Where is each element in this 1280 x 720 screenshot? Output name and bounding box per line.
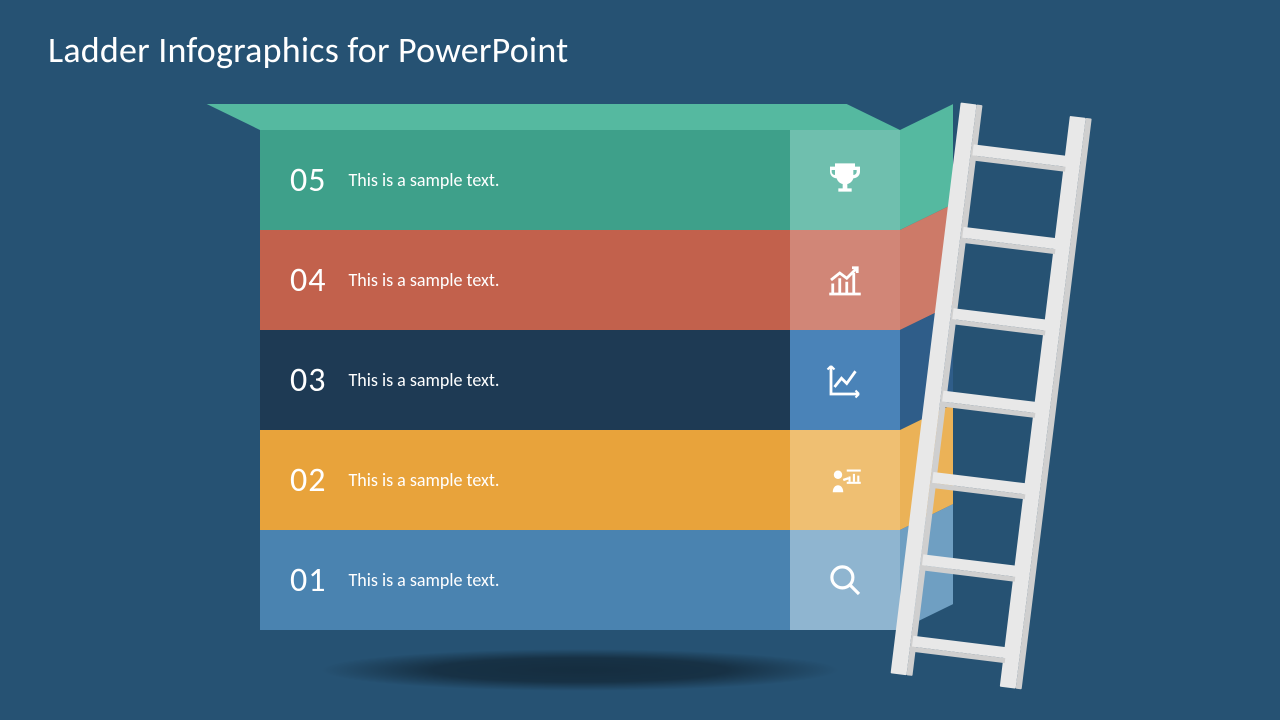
layer-05-iconface xyxy=(790,130,900,230)
layer-04-text: This is a sample text. xyxy=(348,269,499,291)
layer-04-number: 04 xyxy=(290,260,326,301)
layer-03-text: This is a sample text. xyxy=(348,369,499,391)
layer-04-front: 04 This is a sample text. xyxy=(260,230,790,330)
layer-03-number: 03 xyxy=(290,360,326,401)
layer-05-front: 05 This is a sample text. xyxy=(260,130,790,230)
block-stack: 05 This is a sample text. 04 This is a s… xyxy=(260,130,900,630)
layer-02-text: This is a sample text. xyxy=(348,469,499,491)
infographic-stage: 05 This is a sample text. 04 This is a s… xyxy=(0,0,1280,720)
layer-02-iconface xyxy=(790,430,900,530)
layer-01: 01 This is a sample text. xyxy=(260,530,900,630)
layer-03-front: 03 This is a sample text. xyxy=(260,330,790,430)
layer-05: 05 This is a sample text. xyxy=(260,130,900,230)
layer-02: 02 This is a sample text. xyxy=(260,430,900,530)
layer-04-iconface xyxy=(790,230,900,330)
magnifier-icon xyxy=(824,559,866,601)
layer-05-number: 05 xyxy=(290,160,326,201)
line-chart-icon xyxy=(824,359,866,401)
layer-02-front: 02 This is a sample text. xyxy=(260,430,790,530)
layer-02-number: 02 xyxy=(290,460,326,501)
layer-03: 03 This is a sample text. xyxy=(260,330,900,430)
layer-01-front: 01 This is a sample text. xyxy=(260,530,790,630)
growth-chart-icon xyxy=(824,259,866,301)
layer-04: 04 This is a sample text. xyxy=(260,230,900,330)
layer-05-text: This is a sample text. xyxy=(348,169,499,191)
layer-03-iconface xyxy=(790,330,900,430)
layer-01-number: 01 xyxy=(290,560,326,601)
layer-01-text: This is a sample text. xyxy=(348,569,499,591)
trophy-icon xyxy=(825,160,865,200)
presenter-icon xyxy=(824,459,866,501)
floor-shadow xyxy=(210,640,950,700)
layer-01-iconface xyxy=(790,530,900,630)
layer-05-topface xyxy=(260,104,900,130)
